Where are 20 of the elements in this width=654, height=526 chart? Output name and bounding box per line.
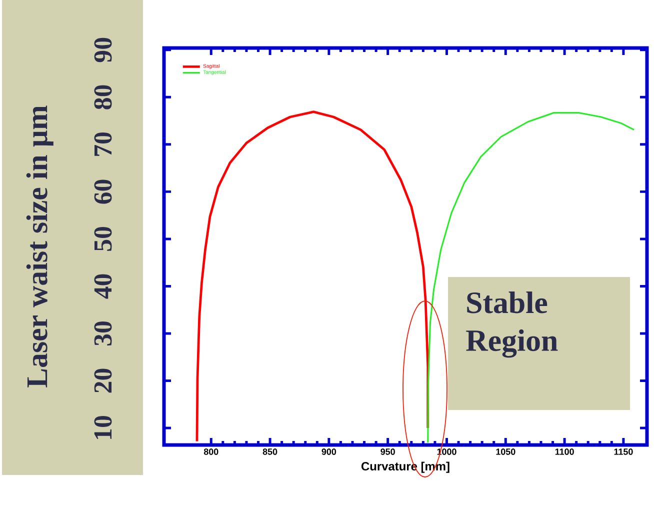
- y-tick-label: 30: [94, 322, 112, 346]
- y-axis-title: Laser waist size in µm: [26, 106, 54, 388]
- x-tick-label: 950: [380, 448, 395, 455]
- line-series: [427, 112, 635, 444]
- y-tick-label: 70: [94, 132, 112, 156]
- x-tick-label: 1150: [614, 448, 633, 455]
- y-tick-label: 10: [94, 416, 112, 439]
- y-tick-label: 20: [94, 368, 112, 393]
- x-tick-label: 850: [262, 448, 278, 455]
- x-tick-label: 900: [322, 448, 336, 455]
- annotation: Stable Region: [466, 292, 558, 358]
- x-tick-label: 1100: [555, 448, 574, 455]
- line-series: [196, 110, 430, 442]
- y-tick-label: 60: [94, 180, 112, 204]
- y-tick-label: 40: [94, 274, 112, 299]
- y-tick-label: 50: [94, 226, 112, 251]
- x-tick-label: 1050: [496, 448, 516, 455]
- y-tick-label: 90: [94, 38, 112, 62]
- y-tick-label: 80: [94, 85, 112, 110]
- x-tick-label: 800: [204, 448, 218, 455]
